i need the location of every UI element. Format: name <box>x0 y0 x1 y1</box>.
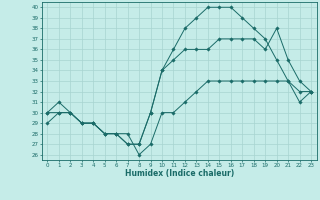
X-axis label: Humidex (Indice chaleur): Humidex (Indice chaleur) <box>124 169 234 178</box>
